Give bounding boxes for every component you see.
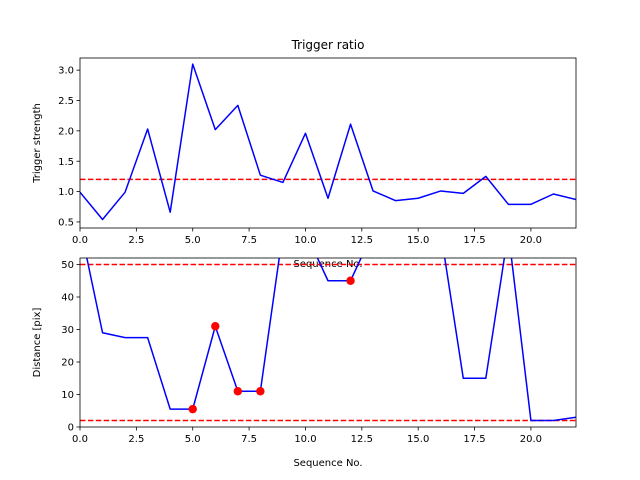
chart2-marker-point [233,387,243,396]
chart2-y-tick-label: 20 [61,358,74,369]
chart1-x-tick-label: 10.0 [294,235,316,246]
chart1-y-tick-label: 1.5 [58,157,74,168]
chart1-y-tick-label: 3.0 [58,66,74,77]
chart1-y-axis-label: Trigger strength [32,103,43,184]
chart2-series-line [86,258,576,422]
chart1-x-tick-label: 17.5 [463,235,485,246]
chart1-plot-area [80,63,576,221]
chart2-x-axis-label: Sequence No. [293,458,362,469]
chart2-plot-area [80,258,576,422]
chart1-y-tick-label: 0.5 [58,218,74,229]
chart2-y-tick-label: 0 [68,423,74,434]
chart1-axes-frame [79,57,577,229]
chart2-x-tick-label: 17.5 [463,434,485,445]
chart1-title: Trigger ratio [291,38,365,52]
chart2-x-tick-label: 10.0 [294,434,316,445]
chart2-y-tick-label: 10 [61,390,74,401]
chart1-y-tick-label: 2.0 [58,126,74,137]
chart2-marker-point [188,404,197,414]
chart2-x-tick-label: 7.5 [241,434,257,445]
chart1-x-tick-label: 20.0 [520,235,542,246]
chart1-x-tick-label: 2.5 [128,235,144,246]
chart2-marker-point [346,276,355,285]
chart2-y-axis-label: Distance [pix] [32,308,43,378]
chart2-x-tick-label: 15.0 [407,434,429,445]
chart2-x-tick-label: 0.0 [72,434,88,445]
chart1-x-tick-label: 15.0 [407,235,429,246]
chart2-marker-point [211,322,220,331]
chart1-y-tick-label: 2.5 [58,96,74,107]
chart2-y-tick-label: 40 [61,293,74,304]
chart2-y-tick-label: 50 [61,260,74,271]
chart2-x-tick-label: 12.5 [351,434,373,445]
chart1-x-tick-label: 12.5 [351,235,373,246]
chart2-x-tick-label: 5.0 [185,434,201,445]
chart1-x-tick-label: 7.5 [241,235,257,246]
chart2-y-tick-label: 30 [61,325,74,336]
chart1-y-tick-label: 1.0 [58,187,74,198]
chart2-axes-frame [79,257,577,428]
chart2-marker-point [256,387,265,396]
chart2-x-tick-label: 2.5 [128,434,144,445]
chart2-x-tick-label: 20.0 [520,434,542,445]
chart1-x-tick-label: 0.0 [72,235,88,246]
chart1-x-tick-label: 5.0 [185,235,201,246]
chart1-series-line [80,63,576,221]
